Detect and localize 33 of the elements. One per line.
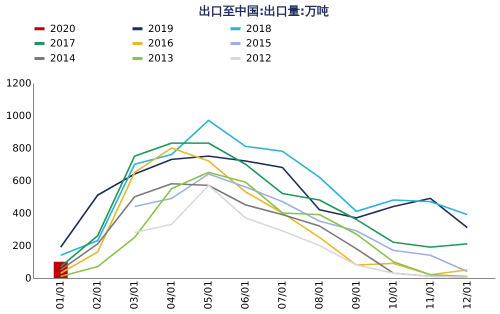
x-tick-label: 07/01 <box>277 280 288 310</box>
x-tick-label: 01/01 <box>56 280 67 310</box>
legend-label: 2012 <box>246 54 272 64</box>
x-tick-label: 08/01 <box>314 280 326 310</box>
legend-label: 2019 <box>148 24 174 35</box>
legend-label: 2016 <box>148 38 174 50</box>
x-tick-label: 06/01 <box>240 280 252 310</box>
line-series <box>60 155 468 248</box>
legend-label: 2015 <box>246 38 272 50</box>
line-series <box>134 173 468 272</box>
line-series <box>60 120 468 256</box>
y-tick-label: 1200 <box>6 78 32 90</box>
line-series <box>134 184 468 278</box>
y-tick-label: 600 <box>12 176 32 187</box>
x-tick-label: 04/01 <box>166 280 178 310</box>
y-tick-label: 800 <box>12 144 32 154</box>
legend-label: 2014 <box>50 54 76 64</box>
legend-label: 2020 <box>50 24 76 35</box>
x-tick-label: 05/01 <box>204 280 215 310</box>
y-tick-label: 400 <box>12 208 32 220</box>
x-tick-label: 03/01 <box>130 280 141 310</box>
x-tick-label: 12/01 <box>462 280 474 310</box>
x-tick-label: 11/01 <box>425 280 436 310</box>
y-tick-label: 200 <box>12 241 32 252</box>
y-tick-label: 1000 <box>6 111 32 122</box>
legend-label: 2017 <box>50 38 76 50</box>
legend-label: 2013 <box>148 54 174 64</box>
chart-title: 出口至中国:出口量:万吨 <box>199 4 329 18</box>
y-tick-label: 0 <box>25 274 32 284</box>
legend-label: 2018 <box>246 24 272 35</box>
x-tick-label: 02/01 <box>92 280 104 310</box>
x-tick-label: 10/01 <box>388 280 400 310</box>
x-tick-label: 09/01 <box>351 280 362 310</box>
